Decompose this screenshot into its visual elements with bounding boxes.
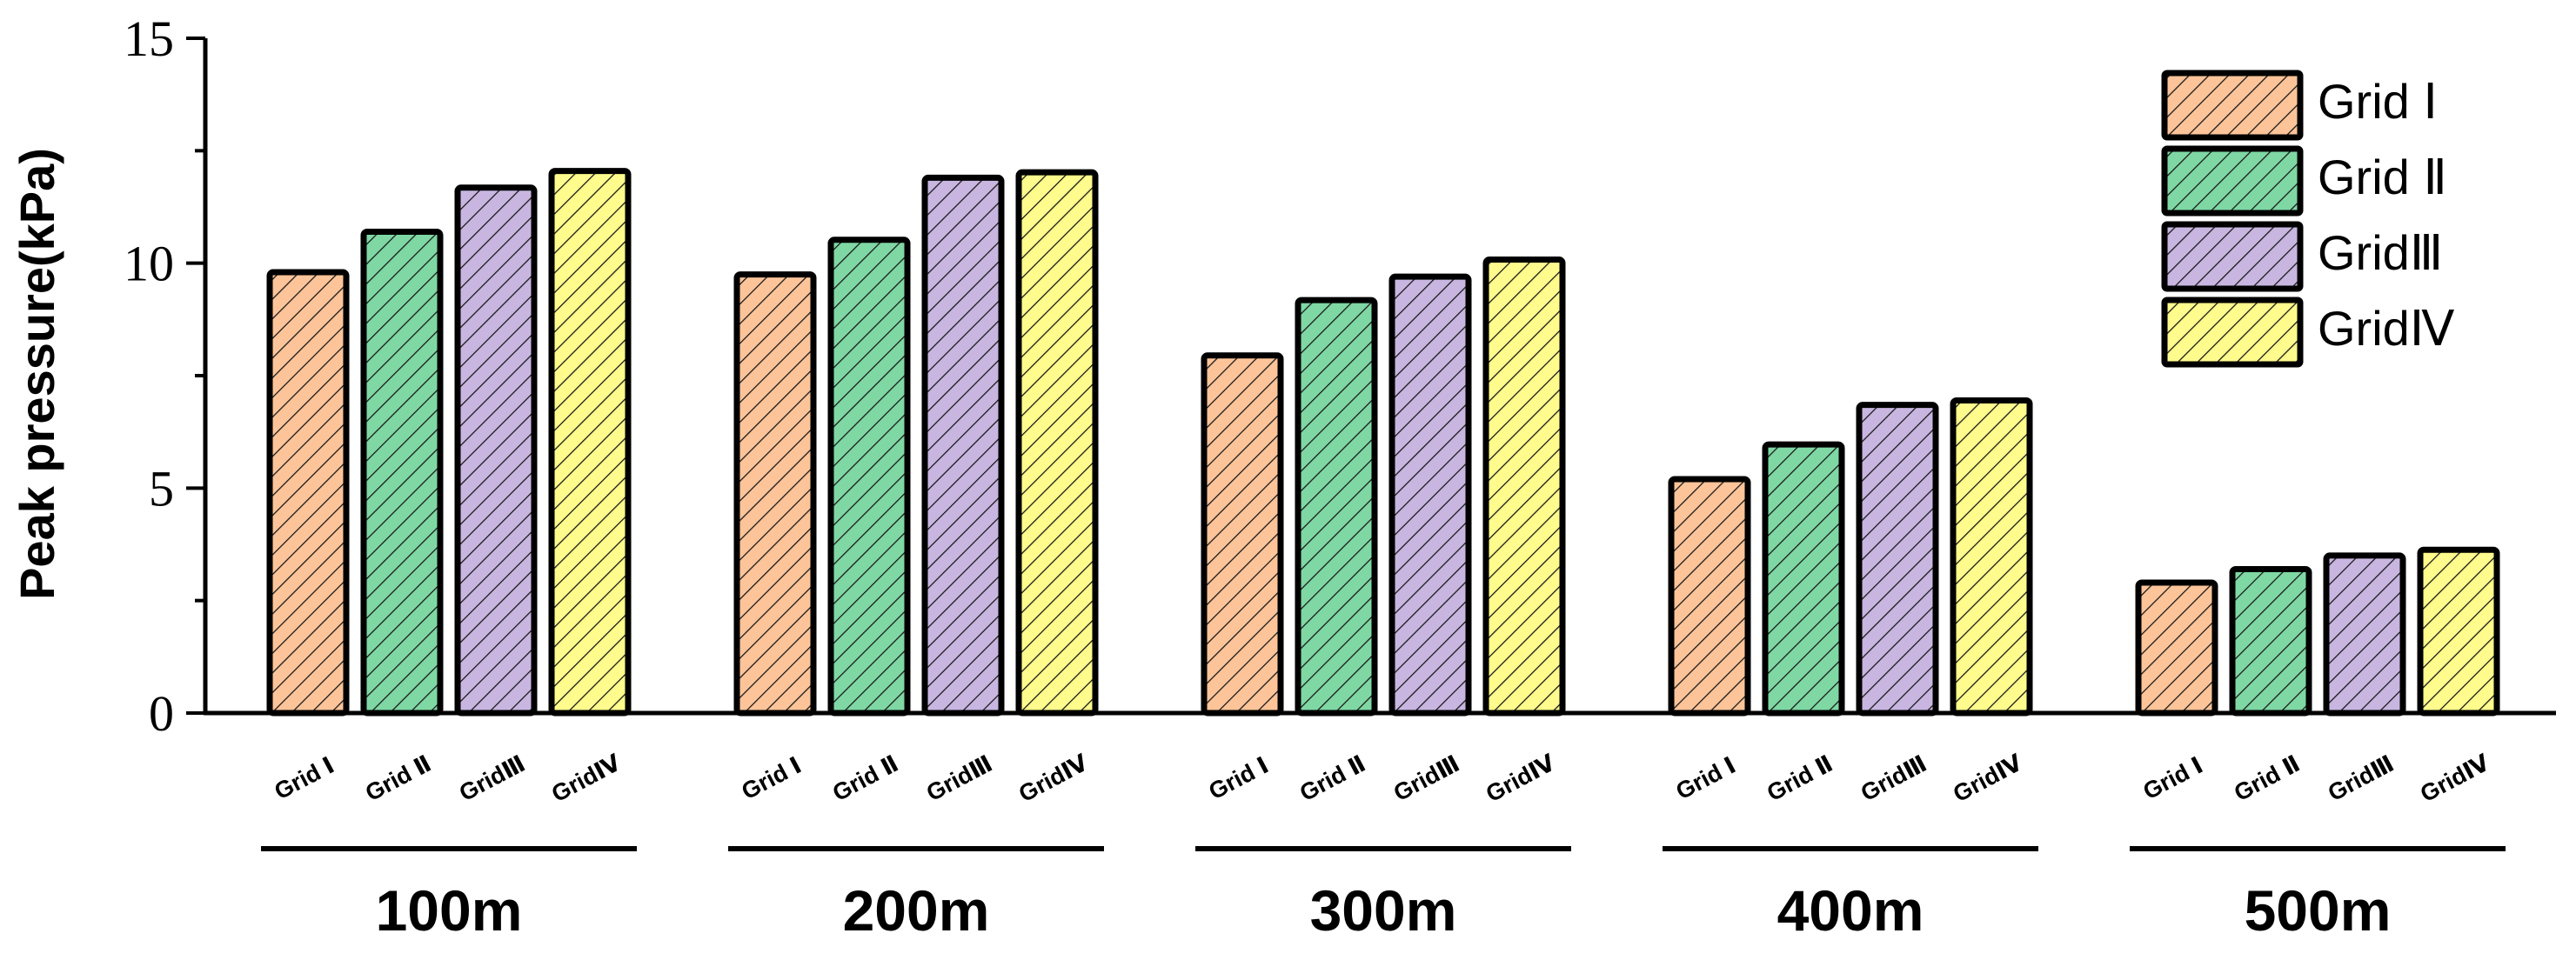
legend-label: Grid Ⅱ	[2318, 150, 2447, 204]
x-tick-label: GridⅣ	[547, 750, 626, 808]
bar-outline	[733, 271, 817, 717]
bar	[1762, 441, 1845, 717]
legend-label: GridⅣ	[2318, 301, 2455, 356]
x-tick-label: GridⅢ	[1389, 750, 1464, 807]
bar	[454, 184, 538, 717]
legend-swatch-outline	[2161, 145, 2304, 217]
bar-outline	[827, 237, 911, 717]
category-groups-layer: 100m 200m 300m 400m 500m	[261, 846, 2506, 943]
category-label: 100m	[376, 878, 523, 943]
bar	[1388, 273, 1472, 717]
bar	[733, 271, 817, 717]
x-tick-label: GridⅢ	[922, 750, 997, 807]
bar	[1201, 352, 1284, 717]
bar	[2417, 546, 2500, 717]
bar-outline	[1015, 169, 1099, 717]
bar-outline	[2135, 579, 2218, 717]
x-tick-label: GridⅣ	[1949, 750, 2027, 808]
bar	[1950, 397, 2033, 717]
bar	[1856, 402, 1939, 717]
bar	[1015, 169, 1099, 717]
x-tick-label: GridⅣ	[1482, 750, 1560, 808]
legend-label: GridⅢ	[2318, 225, 2443, 280]
bar-outline	[1668, 476, 1751, 717]
bar	[266, 269, 350, 717]
x-tick-label: GridⅢ	[1857, 750, 1931, 807]
y-tick-label: 5	[149, 460, 174, 517]
bar	[2323, 552, 2406, 717]
y-tick-label: 10	[124, 236, 174, 292]
bar-outline	[266, 269, 350, 717]
x-tick-label: GridⅢ	[2324, 750, 2399, 807]
legend-label: Grid Ⅰ	[2318, 74, 2438, 129]
bar	[827, 237, 911, 717]
category-label: 400m	[1777, 878, 1924, 943]
legend-swatch-outline	[2161, 297, 2304, 368]
legend-item: GridⅣ	[2161, 297, 2455, 368]
bar-outline	[1295, 297, 1378, 717]
bar	[2135, 579, 2218, 717]
x-tick-label: GridⅢ	[455, 750, 530, 807]
bar-outline	[2323, 552, 2406, 717]
bar-outline	[454, 184, 538, 717]
x-tick-label: Grid Ⅱ	[361, 750, 435, 806]
x-tick-label: Grid Ⅰ	[737, 752, 806, 805]
x-tick-label: GridⅣ	[2416, 750, 2494, 808]
bar-outline	[2417, 546, 2500, 717]
x-tick-label: Grid Ⅱ	[1295, 750, 1369, 806]
bar-outline	[1482, 257, 1566, 717]
y-tick-label: 15	[124, 10, 174, 67]
bar	[1482, 257, 1566, 717]
legend-item: Grid Ⅰ	[2161, 70, 2438, 141]
bar-outline	[548, 168, 632, 717]
category-label: 500m	[2245, 878, 2392, 943]
bar-outline	[360, 228, 444, 717]
category-label: 200m	[843, 878, 990, 943]
bar-outline	[1388, 273, 1472, 717]
y-ticks-layer: 0 5 10 15	[124, 10, 205, 742]
x-tick-label: Grid Ⅱ	[1763, 750, 1837, 806]
bar	[1295, 297, 1378, 717]
bar	[1668, 476, 1751, 717]
x-tick-label: Grid Ⅰ	[2138, 752, 2207, 805]
x-tick-label: Grid Ⅰ	[1204, 752, 1273, 805]
y-axis-label: Peak pressure(kPa)	[10, 148, 64, 600]
bar	[921, 174, 1005, 717]
bar-outline	[2229, 565, 2312, 717]
legend-swatch-outline	[2161, 70, 2304, 141]
bars-layer	[266, 168, 2500, 717]
bar	[548, 168, 632, 717]
legend-item: GridⅢ	[2161, 221, 2443, 292]
x-tick-label: Grid Ⅱ	[828, 750, 902, 806]
x-tick-label: GridⅣ	[1014, 750, 1093, 808]
bar	[2229, 565, 2312, 717]
x-tick-label: Grid Ⅱ	[2230, 750, 2304, 806]
legend-item: Grid Ⅱ	[2161, 145, 2447, 217]
bar-outline	[1201, 352, 1284, 717]
legend-swatch-outline	[2161, 221, 2304, 292]
x-tick-label: Grid Ⅰ	[270, 752, 338, 805]
bar	[360, 228, 444, 717]
bar-outline	[1950, 397, 2033, 717]
bar-outline	[1762, 441, 1845, 717]
legend: Grid Ⅰ Grid Ⅱ GridⅢ GridⅣ	[2161, 70, 2455, 368]
bar-outline	[1856, 402, 1939, 717]
x-tick-label: Grid Ⅰ	[1671, 752, 1740, 805]
x-tick-labels-layer: Grid Ⅰ Grid Ⅱ GridⅢ GridⅣ Grid Ⅰ Grid Ⅱ GridⅢ G…	[270, 750, 2493, 808]
y-tick-label: 0	[149, 685, 174, 742]
category-label: 300m	[1310, 878, 1457, 943]
bar-outline	[921, 174, 1005, 717]
